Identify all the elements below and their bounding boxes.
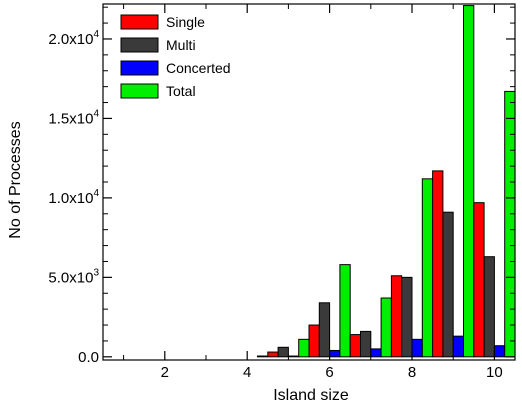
- y-tick-mantissa: 1.0x10: [48, 190, 93, 207]
- x-tick-labels: 2 4 6 8 10: [161, 364, 503, 381]
- bar-total-6: [339, 264, 351, 358]
- bar-total-5: [298, 338, 310, 358]
- y-tick-exponent: 4: [93, 108, 99, 119]
- x-axis-label: Island size: [273, 387, 349, 404]
- bar-single-7: [349, 334, 362, 358]
- y-axis-label: No of Processes: [7, 121, 24, 238]
- bar-single-8: [390, 275, 403, 358]
- bar-multi-10: [483, 256, 495, 358]
- bar-multi-8: [401, 276, 413, 358]
- bar-total-8: [421, 178, 434, 358]
- y-tick-mantissa: 1.5x10: [48, 110, 93, 127]
- x-tick-label: 2: [161, 364, 169, 381]
- bar-total-9: [463, 5, 475, 358]
- legend-swatch-concerted: [120, 60, 159, 76]
- y-tick-label: 1.0x104: [48, 188, 99, 207]
- y-tick-label: 0.0: [78, 349, 99, 366]
- bar-multi-7: [360, 330, 372, 358]
- legend-label-total: Total: [166, 83, 196, 99]
- y-tick-label: 2.0x104: [48, 29, 99, 48]
- x-tick-label: 8: [408, 364, 416, 381]
- y-tick-label: 5.0x103: [48, 267, 99, 286]
- legend-label-single: Single: [166, 14, 205, 30]
- legend-label-concerted: Concerted: [166, 60, 231, 76]
- y-tick-exponent: 3: [93, 267, 99, 278]
- y-tick-mantissa: 2.0x10: [48, 31, 93, 48]
- bars: [257, 5, 516, 358]
- bar-concerted-5: [287, 355, 300, 358]
- x-tick-label: 10: [486, 364, 503, 381]
- bar-multi-9: [442, 211, 454, 358]
- bar-total-10: [504, 90, 516, 358]
- axis-ticks: [103, 4, 515, 360]
- y-tick-label: 1.5x104: [48, 108, 99, 127]
- bar-multi-6: [318, 302, 331, 358]
- bar-concerted-6: [329, 349, 341, 358]
- bar-total-7: [380, 297, 392, 358]
- bar-concerted-10: [493, 345, 506, 358]
- legend-swatch-single: [120, 14, 159, 30]
- bar-concerted-8: [411, 338, 423, 358]
- y-tick-exponent: 4: [93, 29, 99, 40]
- bar-single-10: [473, 202, 485, 358]
- bar-single-6: [308, 324, 320, 358]
- y-tick-mantissa: 5.0x10: [48, 269, 93, 286]
- legend-label-multi: Multi: [166, 37, 196, 53]
- legend: Single Multi Concerted Total: [120, 14, 231, 99]
- bar-multi-5: [277, 346, 289, 358]
- bar-concerted-9: [452, 335, 465, 358]
- bar-single-5: [267, 351, 279, 358]
- x-tick-label: 4: [243, 364, 251, 381]
- legend-swatch-multi: [120, 37, 159, 53]
- bar-single-9: [432, 170, 444, 358]
- bar-concerted-7: [370, 348, 382, 358]
- y-tick-exponent: 4: [93, 188, 99, 199]
- y-tick-mantissa: 0.0: [78, 349, 99, 366]
- bar-total-4: [257, 355, 269, 358]
- x-tick-label: 6: [325, 364, 333, 381]
- legend-swatch-total: [120, 83, 159, 99]
